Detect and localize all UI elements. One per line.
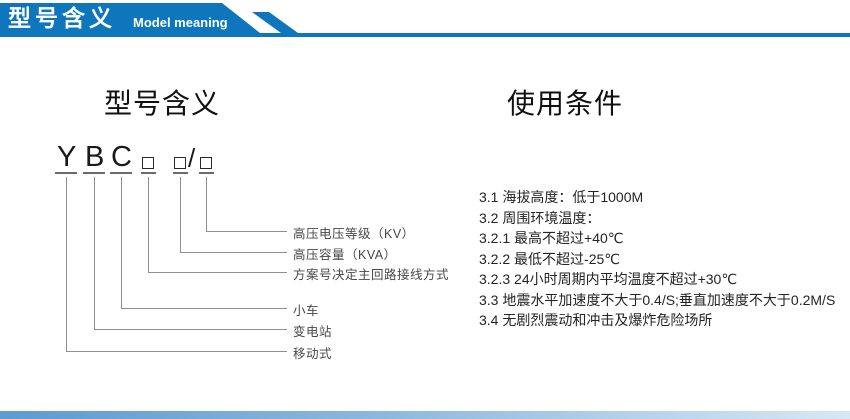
code-underline [140, 172, 156, 174]
leader-vline [206, 177, 207, 232]
model-code-letter: Y [57, 141, 77, 173]
model-code-box [142, 157, 154, 169]
leader-hline [66, 351, 287, 352]
model-item-label: 方案号决定主回路接线方式 [293, 268, 450, 282]
condition-line: 3.3 地震水平加速度不大于0.4/S;垂直加速度不大于0.2M/S [479, 291, 836, 308]
header-divider-line [0, 33, 850, 37]
model-item-label: 移动式 [293, 347, 333, 361]
leader-vline [121, 177, 122, 309]
code-underline [110, 172, 132, 174]
header-ribbon: 型号含义 Model meaning [0, 3, 260, 33]
code-underline [172, 172, 188, 174]
model-code-letter: B [85, 141, 105, 173]
condition-line: 3.2.1 最高不超过+40℃ [479, 230, 624, 246]
header-title-cn: 型号含义 [8, 5, 116, 31]
leader-hline [94, 329, 287, 330]
code-underline [55, 172, 77, 174]
leader-hline [148, 272, 287, 273]
leader-hline [121, 308, 287, 309]
condition-line: 3.4 无剧烈震动和冲击及爆炸危险场所 [479, 312, 713, 328]
leader-hline [206, 231, 287, 232]
condition-line: 3.2.2 最低不超过-25℃ [479, 250, 620, 267]
model-code-box [174, 157, 186, 169]
model-section-title: 型号含义 [104, 88, 221, 119]
condition-line: 3.2 周围环境温度： [479, 209, 601, 226]
leader-vline [66, 177, 67, 352]
model-item-label: 高压电压等级（KV） [293, 227, 415, 241]
model-item-label: 高压容量（KVA） [293, 248, 397, 262]
model-item-label: 变电站 [293, 325, 333, 339]
model-item-label: 小车 [293, 304, 320, 318]
leader-vline [94, 177, 95, 330]
condition-line: 3.2.3 24小时周期内平均温度不超过+30℃ [479, 271, 738, 287]
leader-vline [180, 177, 181, 253]
leader-vline [148, 177, 149, 273]
usage-conditions-list: 3.1 海拔高度：低于1000M 3.2 周围环境温度： 3.2.1 最高不超过+4… [479, 187, 835, 331]
leader-hline [180, 252, 287, 253]
slash-separator: / [188, 143, 196, 173]
header-title-en: Model meaning [133, 15, 228, 30]
usage-section-title: 使用条件 [507, 88, 624, 119]
code-underline [83, 172, 105, 174]
bottom-accent-bar [0, 411, 850, 419]
code-underline [198, 172, 214, 174]
condition-line: 3.1 海拔高度：低于1000M [479, 189, 644, 205]
model-code-box [200, 157, 212, 169]
model-code-letter: C [111, 141, 132, 173]
header-ribbon-tail [252, 12, 298, 33]
